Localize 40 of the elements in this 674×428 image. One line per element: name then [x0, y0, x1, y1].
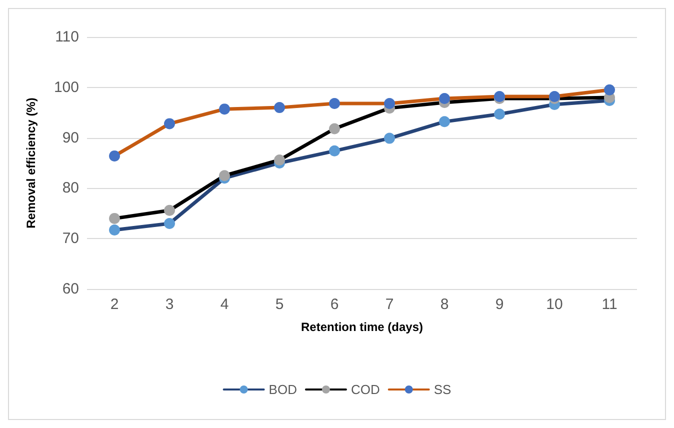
x-tick-label: 7	[385, 296, 394, 313]
y-tick-label: 110	[55, 28, 79, 46]
y-tick-label: 80	[62, 180, 79, 197]
x-tick-label: 5	[275, 296, 284, 313]
point	[384, 132, 395, 144]
point	[439, 116, 450, 128]
point	[384, 98, 395, 110]
point	[219, 104, 230, 115]
y-tick-label: 100	[54, 78, 79, 96]
x-tick-label: 6	[330, 296, 339, 313]
x-tick-label: 2	[110, 296, 119, 313]
point	[109, 212, 120, 224]
legend-label: SS	[434, 382, 452, 397]
point	[164, 218, 175, 229]
x-tick-label: 8	[440, 296, 449, 313]
point	[274, 154, 285, 166]
point	[329, 123, 340, 134]
y-tick-label: 60	[62, 280, 79, 298]
y-tick-label: 90	[62, 129, 79, 146]
x-tick-label: 4	[220, 296, 229, 313]
x-tick-label: 3	[165, 296, 174, 313]
x-axis-title: Retention time (days)	[300, 320, 424, 334]
point	[329, 98, 340, 110]
x-tick-label: 9	[495, 296, 504, 313]
y-tick-label: 70	[62, 230, 79, 248]
point	[219, 170, 230, 182]
point	[274, 102, 285, 114]
point	[164, 118, 175, 130]
point	[164, 204, 175, 216]
x-tick-label: 10	[546, 296, 563, 313]
point	[604, 84, 615, 96]
legend-label: BOD	[268, 382, 297, 397]
x-tick-label: 11	[602, 296, 618, 313]
y-axis-title: Removal efficiency (%)	[24, 98, 38, 228]
point	[109, 150, 120, 162]
point	[109, 224, 120, 236]
legend-label: COD	[350, 382, 380, 397]
point	[494, 108, 505, 120]
point	[329, 145, 340, 156]
point	[439, 92, 450, 104]
